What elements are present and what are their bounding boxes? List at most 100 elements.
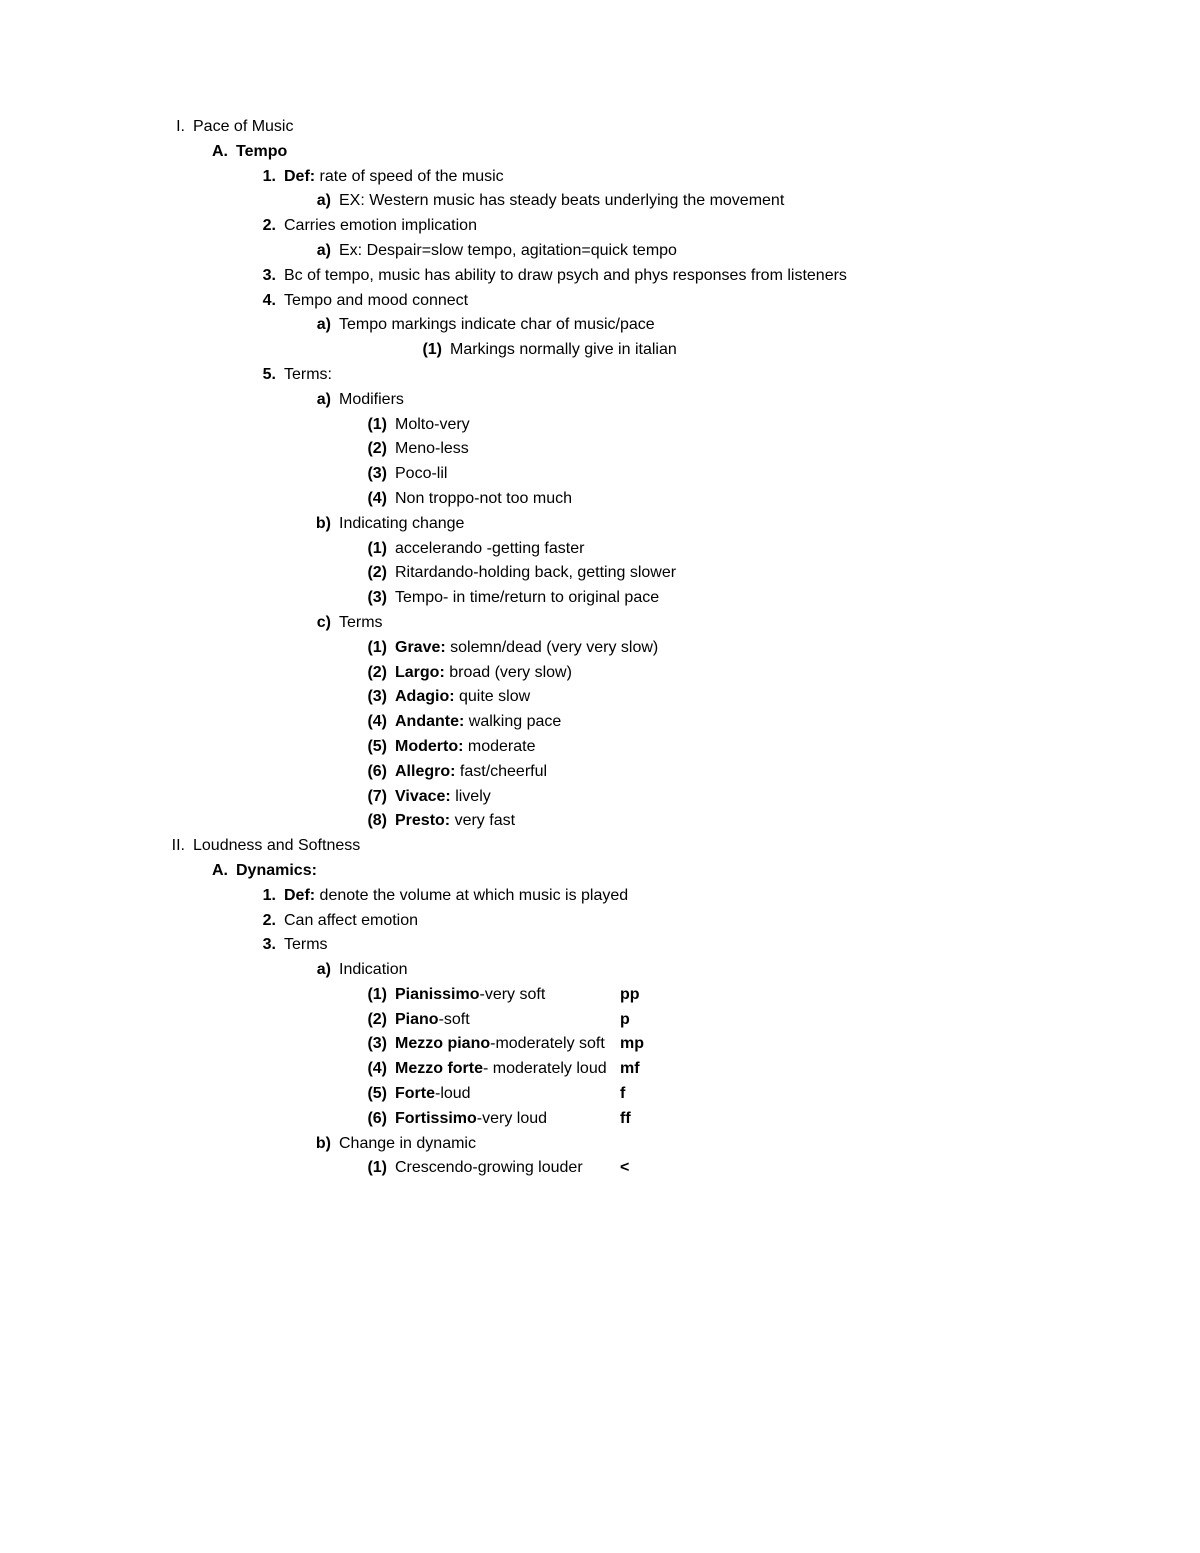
paren-item: (4) Andante: walking pace	[100, 710, 1100, 735]
subalpha-text: Indication	[339, 958, 1100, 983]
paren-text: Ritardando-holding back, getting slower	[395, 561, 1100, 586]
paren-marker: (2)	[355, 1008, 395, 1033]
paren-text: Meno-less	[395, 437, 1100, 462]
subalpha-item: a) Indication	[100, 958, 1100, 983]
num-marker: 2.	[250, 909, 284, 934]
num-item: 3. Bc of tempo, music has ability to dra…	[100, 264, 1100, 289]
num-item: 3. Terms	[100, 933, 1100, 958]
num-item: 5. Terms:	[100, 363, 1100, 388]
subalpha-text: Change in dynamic	[339, 1132, 1100, 1157]
paren-marker: (2)	[355, 561, 395, 586]
paren-item: (4) Non troppo-not too much	[100, 487, 1100, 512]
paren-text: Fortissimo-very loud ff	[395, 1107, 1100, 1132]
paren-marker: (1)	[355, 636, 395, 661]
term-label: Grave:	[395, 639, 446, 656]
subalpha-item: b) Indicating change	[100, 512, 1100, 537]
paren-marker: (3)	[355, 462, 395, 487]
num-marker: 2.	[250, 214, 284, 239]
paren-item: (6) Allegro: fast/cheerful	[100, 760, 1100, 785]
paren-marker: (3)	[355, 586, 395, 611]
term-text: solemn/dead (very very slow)	[446, 639, 659, 656]
num-text: Can affect emotion	[284, 909, 1100, 934]
paren-item: (3) Poco-lil	[100, 462, 1100, 487]
document-page: I. Pace of Music A. Tempo 1. Def: rate o…	[0, 0, 1200, 1553]
roman-title: Loudness and Softness	[193, 834, 1100, 859]
paren-marker: (2)	[355, 437, 395, 462]
num-marker: 1.	[250, 884, 284, 909]
paren-text: accelerando -getting faster	[395, 537, 1100, 562]
term-text: -very loud	[477, 1110, 547, 1127]
roman-item: I. Pace of Music	[100, 115, 1100, 140]
term-label: Moderto:	[395, 738, 463, 755]
subalpha-marker: a)	[305, 388, 339, 413]
paren-item: (1) Molto-very	[100, 413, 1100, 438]
paren-text: Andante: walking pace	[395, 710, 1100, 735]
paren-item: (3) Mezzo piano-moderately soft mp	[100, 1032, 1100, 1057]
paren-text: Largo: broad (very slow)	[395, 661, 1100, 686]
paren-item: (2) Piano-soft p	[100, 1008, 1100, 1033]
paren-text: Vivace: lively	[395, 785, 1100, 810]
paren-marker: (6)	[355, 760, 395, 785]
subalpha-marker: a)	[305, 313, 339, 338]
term-label: Mezzo piano	[395, 1035, 490, 1052]
num-marker: 5.	[250, 363, 284, 388]
paren-marker: (3)	[355, 685, 395, 710]
paren-text: Allegro: fast/cheerful	[395, 760, 1100, 785]
alpha-item: A. Tempo	[100, 140, 1100, 165]
num-item: 1. Def: rate of speed of the music	[100, 165, 1100, 190]
roman-marker: I.	[135, 115, 193, 140]
paren-marker: (5)	[355, 1082, 395, 1107]
term-label: Presto:	[395, 812, 450, 829]
alpha-title: Tempo	[236, 140, 1100, 165]
paren-text: Piano-soft p	[395, 1008, 1100, 1033]
num-item: 4. Tempo and mood connect	[100, 289, 1100, 314]
indication-abbr: <	[620, 1156, 629, 1181]
paren-marker: (1)	[355, 1156, 395, 1181]
subalpha-item: a) Tempo markings indicate char of music…	[100, 313, 1100, 338]
subalpha-item: a) Modifiers	[100, 388, 1100, 413]
term-text: moderate	[463, 738, 535, 755]
paren-text: Moderto: moderate	[395, 735, 1100, 760]
paren-marker: (1)	[355, 983, 395, 1008]
paren-marker: (6)	[355, 1107, 395, 1132]
term-label: Def:	[284, 168, 315, 185]
indication-abbr: p	[620, 1008, 630, 1033]
paren-item: (2) Largo: broad (very slow)	[100, 661, 1100, 686]
paren-item: (1) Pianissimo-very soft pp	[100, 983, 1100, 1008]
num-text: Tempo and mood connect	[284, 289, 1100, 314]
indication-text: Mezzo piano-moderately soft	[395, 1032, 620, 1057]
num-text: Terms	[284, 933, 1100, 958]
num-text: Def: rate of speed of the music	[284, 165, 1100, 190]
indication-abbr: ff	[620, 1107, 631, 1132]
paren-text: Grave: solemn/dead (very very slow)	[395, 636, 1100, 661]
term-text: very fast	[450, 812, 515, 829]
num-text: Carries emotion implication	[284, 214, 1100, 239]
paren-text: Adagio: quite slow	[395, 685, 1100, 710]
subalpha-marker: a)	[305, 189, 339, 214]
term-text: - moderately loud	[483, 1060, 607, 1077]
num-text: Def: denote the volume at which music is…	[284, 884, 1100, 909]
paren-marker: (1)	[355, 413, 395, 438]
paren-item: (3) Tempo- in time/return to original pa…	[100, 586, 1100, 611]
subalpha-text: Modifiers	[339, 388, 1100, 413]
term-text: -loud	[435, 1085, 471, 1102]
paren-text: Crescendo-growing louder <	[395, 1156, 1100, 1181]
num-item: 2. Carries emotion implication	[100, 214, 1100, 239]
term-label: Pianissimo	[395, 986, 479, 1003]
paren-text: Mezzo piano-moderately soft mp	[395, 1032, 1100, 1057]
term-label: Allegro:	[395, 763, 455, 780]
subalpha-item: a) Ex: Despair=slow tempo, agitation=qui…	[100, 239, 1100, 264]
term-text: fast/cheerful	[455, 763, 547, 780]
paren-marker: (5)	[355, 735, 395, 760]
indication-text: Fortissimo-very loud	[395, 1107, 620, 1132]
subalpha-marker: a)	[305, 239, 339, 264]
subalpha-item: a) EX: Western music has steady beats un…	[100, 189, 1100, 214]
paren-item: (5) Forte-loud f	[100, 1082, 1100, 1107]
indication-abbr: pp	[620, 983, 640, 1008]
paren-item: (5) Moderto: moderate	[100, 735, 1100, 760]
paren-marker: (2)	[355, 661, 395, 686]
indication-text: Pianissimo-very soft	[395, 983, 620, 1008]
paren-text: Non troppo-not too much	[395, 487, 1100, 512]
num-marker: 3.	[250, 264, 284, 289]
paren-text: Forte-loud f	[395, 1082, 1100, 1107]
